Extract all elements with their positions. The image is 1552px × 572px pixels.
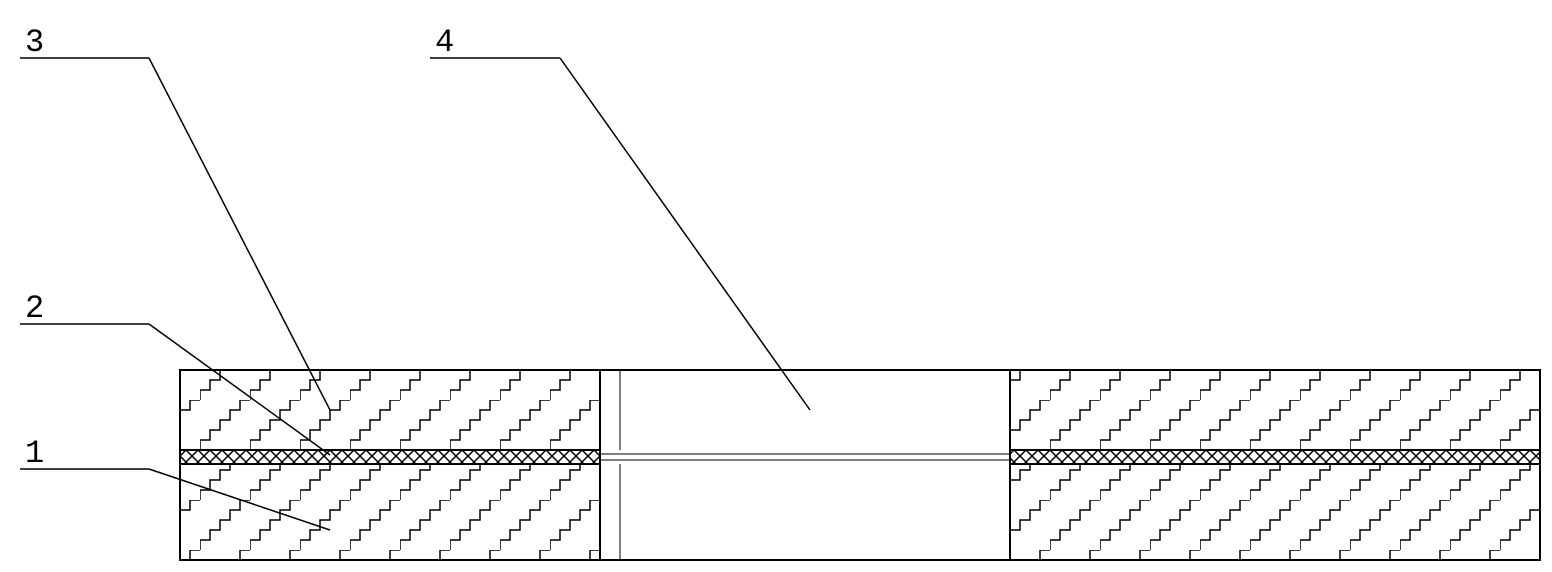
segment-right (1010, 370, 1540, 560)
label-2: 2 (25, 290, 44, 327)
diagram-svg (0, 0, 1552, 572)
segment-left (180, 370, 600, 560)
segment-middle-open (600, 370, 1030, 560)
label-3: 3 (25, 24, 44, 61)
label-4: 4 (435, 24, 454, 61)
label-1: 1 (25, 435, 44, 472)
